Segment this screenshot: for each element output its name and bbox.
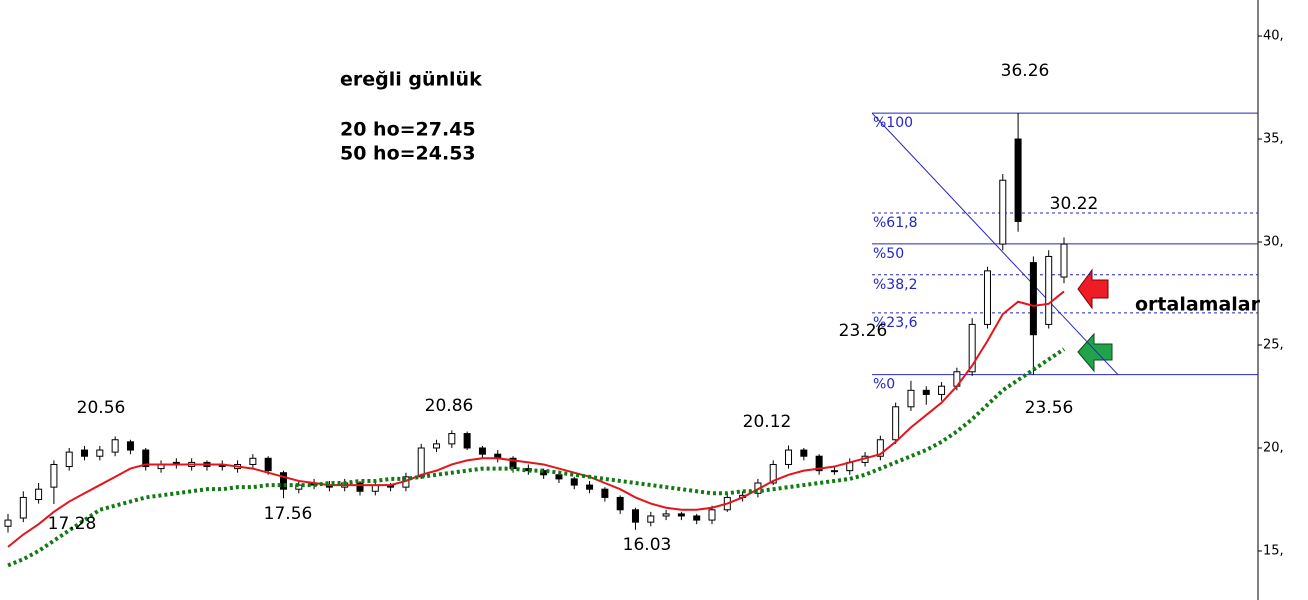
candle-body: [65, 451, 73, 468]
fib-label: %61,8: [873, 215, 917, 231]
red-arrow: [1077, 268, 1109, 310]
candle-body: [356, 482, 364, 492]
candle-body: [96, 449, 104, 457]
subtitle: 50 ho=24.53: [340, 143, 476, 165]
subtitle: 20 ho=27.45: [340, 119, 476, 141]
moving-average: [7, 347, 1066, 568]
candle-body: [264, 457, 272, 472]
candle-body: [463, 433, 471, 449]
green-arrow: [1077, 332, 1113, 373]
candle-body: [999, 179, 1007, 245]
y-tick-label: 25,: [1263, 338, 1284, 353]
candle-body: [968, 323, 976, 373]
candle-body: [1029, 262, 1037, 336]
candle-body: [50, 463, 58, 488]
price-annotation: 20.56: [77, 398, 126, 418]
candle-body: [616, 496, 624, 511]
candle-body: [922, 389, 930, 395]
candle-body: [35, 488, 43, 500]
price-annotation: 23.26: [839, 321, 888, 341]
note: ortalamalar: [1135, 294, 1261, 316]
price-annotation: 16.03: [623, 535, 672, 555]
candle-body: [126, 441, 134, 451]
candle-body: [295, 484, 303, 490]
fib-trendline: [871, 112, 1119, 376]
candle-body: [142, 449, 150, 468]
candle-body: [433, 443, 441, 449]
chart-title: ereğli günlük: [340, 69, 482, 91]
candle-body: [601, 488, 609, 498]
candle-body: [693, 515, 701, 521]
candle-body: [279, 472, 287, 490]
candle-body: [249, 457, 257, 465]
candle-body: [111, 439, 119, 453]
moving-average: [7, 290, 1065, 548]
y-tick-label: 20,: [1263, 440, 1284, 455]
candle-body: [800, 449, 808, 457]
candle-body: [1014, 138, 1022, 222]
fib-label: %0: [873, 377, 895, 393]
candle-body: [677, 513, 685, 517]
candle-body: [1045, 255, 1053, 325]
candle-body: [815, 455, 823, 472]
candle-body: [708, 509, 716, 521]
candle-body: [631, 509, 639, 523]
y-tick-label: 35,: [1263, 132, 1284, 147]
candle-body: [769, 463, 777, 484]
price-annotation: 17.28: [48, 514, 97, 534]
candle-body: [478, 447, 486, 455]
candle-body: [907, 389, 915, 408]
price-annotation: 23.56: [1025, 398, 1074, 418]
candle-body: [983, 270, 991, 325]
price-annotation: 20.12: [743, 412, 792, 432]
price-annotation: 17.56: [264, 504, 313, 524]
candle-body: [570, 478, 578, 486]
candle-body: [938, 385, 946, 395]
fib-label: %23,6: [873, 315, 918, 331]
candle-body: [417, 447, 425, 478]
y-tick-label: 30,: [1263, 235, 1284, 250]
fib-label: %100: [873, 115, 913, 131]
y-tick-label: 15,: [1263, 543, 1284, 558]
candle-body: [647, 515, 655, 523]
price-annotation: 20.86: [425, 396, 474, 416]
candle-body: [555, 474, 563, 480]
candle-body: [830, 470, 838, 473]
candle-body: [1060, 243, 1068, 278]
candle-body: [586, 484, 594, 490]
y-tick-label: 40,: [1263, 29, 1284, 44]
candle-body: [81, 449, 89, 457]
price-annotation: 30.22: [1050, 194, 1099, 214]
candle-body: [662, 513, 670, 517]
fib-label: %38,2: [873, 277, 917, 293]
candle-body: [19, 496, 27, 519]
candle-body: [892, 406, 900, 441]
price-annotation: 36.26: [1001, 61, 1050, 81]
candle-body: [785, 449, 793, 465]
candle-body: [876, 439, 884, 457]
candle-body: [4, 519, 12, 527]
candle-body: [448, 433, 456, 445]
fib-label: %50: [873, 246, 904, 262]
